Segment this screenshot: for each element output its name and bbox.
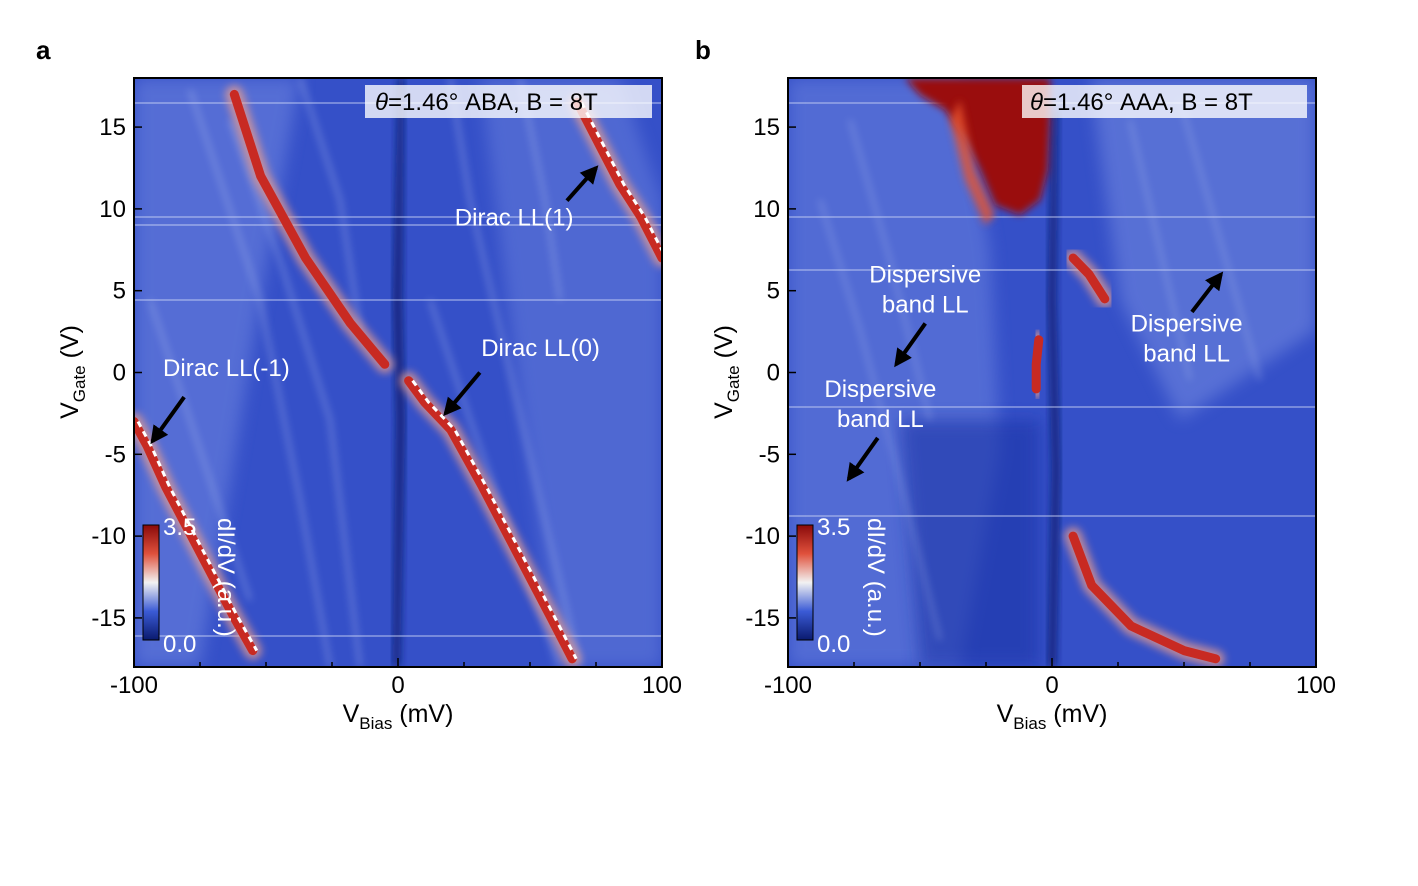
y-tick-label: 0 — [767, 360, 780, 387]
y-axis-label-b: VGate (V) — [710, 325, 743, 419]
feature-band — [404, 376, 577, 664]
annotation-label: Dirac LL(0) — [481, 335, 600, 362]
colorbar-max-a: 3.5 — [163, 514, 196, 541]
title-box-b — [1022, 85, 1307, 118]
ylabel-sub: Gate — [724, 365, 743, 402]
title-box-a — [365, 85, 652, 118]
y-axis-label-a: VGate (V) — [56, 325, 89, 419]
panel-letter-b: b — [695, 35, 711, 65]
annotation-label: Dispersive — [869, 262, 981, 289]
feature-band — [573, 98, 662, 263]
feature-band — [229, 89, 390, 369]
annotation-label: band LL — [1143, 341, 1230, 368]
upper-red-blob — [905, 78, 1050, 215]
xlabel-sub: Bias — [1013, 714, 1046, 733]
y-tick-label: -10 — [745, 523, 780, 550]
panel-b: b θ= — [695, 35, 1336, 733]
annotation-label: Dirac LL(-1) — [163, 355, 290, 382]
heatmap-glow — [1090, 78, 1316, 420]
annotation-label: Dirac LL(1) — [455, 204, 574, 231]
y-tick-label: 0 — [113, 360, 126, 387]
feature-band — [1068, 253, 1110, 304]
features-b — [1027, 249, 1225, 667]
x-tick-label: -100 — [110, 672, 158, 699]
feature-band — [1068, 531, 1221, 664]
annotation-label: band LL — [837, 406, 924, 433]
panel-a: a — [36, 35, 682, 733]
title-theta: θ — [1030, 89, 1043, 116]
y-tick-label: -15 — [745, 605, 780, 632]
y-tick-label: -15 — [91, 605, 126, 632]
heatmap-a — [134, 78, 662, 667]
annotation-arrow — [1190, 271, 1224, 314]
x-tick-label: 0 — [1045, 672, 1058, 699]
ylabel-sub: Gate — [70, 365, 89, 402]
title-theta: θ — [375, 89, 388, 116]
title-rest: =1.46° ABA, B = 8T — [388, 89, 598, 116]
ylabel-main: V — [710, 402, 738, 419]
feature-band — [1031, 335, 1044, 394]
colorbar-label-b: dI/dV (a.u.) — [862, 518, 889, 637]
x-tick-label: -100 — [764, 672, 812, 699]
y-tick-label: 15 — [753, 114, 780, 141]
y-tick-label: 10 — [753, 196, 780, 223]
colorbar-min-a: 0.0 — [163, 631, 196, 658]
panel-title-b: θ=1.46° AAA, B = 8T — [1030, 89, 1253, 116]
annotation-arrow — [565, 165, 599, 203]
colorbar-a — [142, 524, 160, 641]
heatmap-b — [788, 78, 1316, 667]
y-tick-label: 5 — [113, 278, 126, 305]
colorbar-min-b: 0.0 — [817, 631, 850, 658]
dirac-fit-line — [580, 101, 662, 254]
xlabel-main: V — [997, 700, 1014, 728]
dirac-fit-line — [411, 379, 578, 660]
annotation-arrow — [443, 371, 482, 417]
dirac-fit-line — [136, 420, 259, 652]
annotation-arrow — [846, 436, 880, 482]
colorbar-label-a: dI/dV (a.u.) — [212, 518, 239, 637]
annotation-label: band LL — [882, 292, 969, 319]
heatmap-dark-region — [900, 420, 1040, 667]
annotation-label: Dispersive — [824, 376, 936, 403]
x-axis-label-b: VBias (mV) — [997, 700, 1108, 733]
colorbar-max-b: 3.5 — [817, 514, 850, 541]
panel-title-a: θ=1.46° ABA, B = 8T — [375, 89, 598, 116]
colorbar-b — [796, 524, 814, 641]
title-rest: =1.46° AAA, B = 8T — [1043, 89, 1253, 116]
ylabel-unit: (V) — [710, 325, 738, 365]
annotation-arrow — [894, 322, 927, 368]
annotations-b: Dispersive band LL Dispersive band LL Disper… — [824, 262, 1243, 482]
y-tick-label: 15 — [99, 114, 126, 141]
x-tick-label: 100 — [1296, 672, 1336, 699]
y-tick-label: -5 — [105, 441, 126, 468]
ylabel-unit: (V) — [56, 325, 84, 365]
feature-band — [134, 417, 258, 656]
y-ticks-b: 15 10 5 0 -5 -10 -15 — [745, 114, 796, 632]
xlabel-main: V — [343, 700, 360, 728]
x-ticks-b: -100 0 100 — [764, 658, 1336, 699]
upper-red-edge — [950, 100, 995, 225]
y-tick-label: 5 — [767, 278, 780, 305]
x-tick-label: 0 — [391, 672, 404, 699]
annotation-label: Dispersive — [1131, 311, 1243, 338]
annotation-arrow — [150, 395, 186, 445]
zero-bias-gap — [1048, 110, 1060, 667]
xlabel-unit: (mV) — [392, 700, 453, 728]
fit-lines-a — [136, 101, 662, 660]
x-axis-label-a: VBias (mV) — [343, 700, 454, 733]
x-tick-label: 100 — [642, 672, 682, 699]
annotations-a: Dirac LL(1) Dirac LL(0) Dirac LL(-1) — [150, 165, 600, 445]
heatmap-stripes — [818, 99, 1262, 641]
y-ticks-a: 15 10 5 0 -5 -10 -15 — [91, 114, 142, 632]
ylabel-main: V — [56, 402, 84, 419]
xlabel-unit: (mV) — [1046, 700, 1107, 728]
y-tick-label: 10 — [99, 196, 126, 223]
y-tick-label: -5 — [759, 441, 780, 468]
x-ticks-a: -100 0 100 — [110, 658, 682, 699]
panel-letter-a: a — [36, 35, 51, 65]
features-a — [134, 85, 662, 667]
y-tick-label: -10 — [91, 523, 126, 550]
xlabel-sub: Bias — [359, 714, 392, 733]
